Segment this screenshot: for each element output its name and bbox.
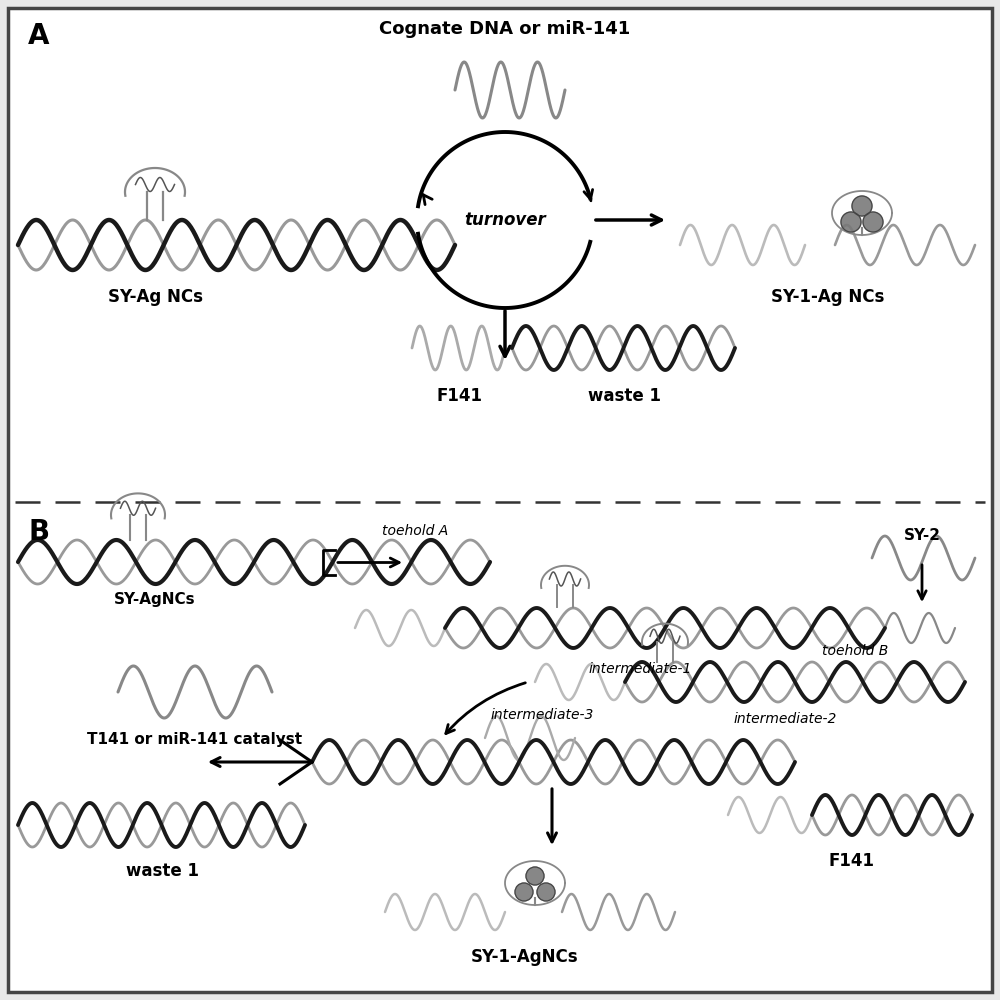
- Text: intermediate-2: intermediate-2: [733, 712, 837, 726]
- Circle shape: [526, 867, 544, 885]
- Text: toehold B: toehold B: [822, 644, 888, 658]
- Circle shape: [852, 196, 872, 216]
- Text: SY-1-AgNCs: SY-1-AgNCs: [471, 948, 579, 966]
- Circle shape: [537, 883, 555, 901]
- Text: F141: F141: [437, 387, 483, 405]
- Circle shape: [841, 212, 861, 232]
- Text: turnover: turnover: [464, 211, 546, 229]
- Text: waste 1: waste 1: [588, 387, 662, 405]
- Text: intermediate-1: intermediate-1: [588, 662, 692, 676]
- Text: B: B: [28, 518, 49, 546]
- Text: T141 or miR-141 catalyst: T141 or miR-141 catalyst: [87, 732, 303, 747]
- Circle shape: [515, 883, 533, 901]
- Text: A: A: [28, 22, 50, 50]
- Text: SY-2: SY-2: [904, 528, 941, 543]
- Text: SY-AgNCs: SY-AgNCs: [114, 592, 196, 607]
- Circle shape: [863, 212, 883, 232]
- Text: intermediate-3: intermediate-3: [490, 708, 594, 722]
- Text: waste 1: waste 1: [126, 862, 198, 880]
- Text: SY-1-Ag NCs: SY-1-Ag NCs: [771, 288, 885, 306]
- FancyBboxPatch shape: [8, 8, 992, 992]
- Text: F141: F141: [829, 852, 875, 870]
- Text: Cognate DNA or miR-141: Cognate DNA or miR-141: [379, 20, 631, 38]
- Text: SY-Ag NCs: SY-Ag NCs: [108, 288, 202, 306]
- Text: toehold A: toehold A: [382, 524, 448, 538]
